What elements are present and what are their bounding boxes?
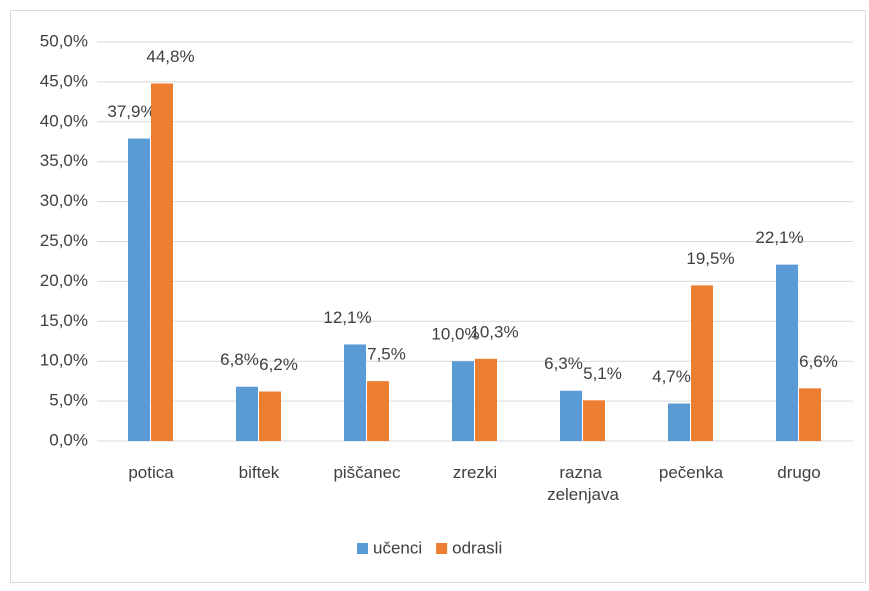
- x-tick-label: potica: [128, 463, 174, 482]
- value-label: 22,1%: [755, 228, 803, 247]
- value-label: 12,1%: [323, 308, 371, 327]
- x-tick-label-line: pečenka: [659, 463, 724, 482]
- value-label: 10,0%: [431, 325, 479, 344]
- y-tick-label: 15,0%: [40, 311, 88, 330]
- x-tick-label-line: biftek: [239, 463, 280, 482]
- legend-label: odrasli: [452, 538, 502, 557]
- x-tick-label: piščanec: [333, 463, 401, 482]
- bar: [560, 390, 582, 441]
- value-label: 44,8%: [146, 47, 194, 66]
- value-label: 10,3%: [470, 322, 518, 341]
- legend-swatch: [436, 543, 448, 554]
- bar: [691, 285, 713, 441]
- value-label: 37,9%: [107, 102, 155, 121]
- value-label: 6,8%: [220, 350, 259, 369]
- bar: [128, 138, 150, 442]
- value-label: 6,3%: [544, 354, 583, 373]
- y-tick-label: 45,0%: [40, 71, 88, 90]
- bar: [799, 388, 821, 441]
- value-label: 19,5%: [686, 249, 734, 268]
- y-tick-label: 30,0%: [40, 191, 88, 210]
- bar: [583, 400, 605, 441]
- y-tick-label: 40,0%: [40, 111, 88, 130]
- x-tick-label: biftek: [239, 463, 280, 482]
- y-tick-label: 0,0%: [49, 430, 88, 449]
- bar: [452, 361, 474, 441]
- bar: [475, 358, 497, 441]
- bar: [668, 403, 690, 441]
- y-tick-label: 35,0%: [40, 151, 88, 170]
- bar: [367, 381, 389, 441]
- value-label: 6,2%: [259, 355, 298, 374]
- x-tick-label: pečenka: [659, 463, 724, 482]
- bar: [151, 83, 173, 441]
- legend-label: učenci: [373, 538, 422, 557]
- x-tick-label-line: zrezki: [453, 463, 497, 482]
- y-tick-label: 5,0%: [49, 391, 88, 410]
- bar: [236, 386, 258, 441]
- x-tick-label-line: zelenjava: [547, 485, 619, 504]
- value-label: 5,1%: [583, 364, 622, 383]
- y-tick-label: 50,0%: [40, 31, 88, 50]
- x-tick-label: razna zelenjava: [547, 463, 619, 504]
- y-tick-label: 10,0%: [40, 351, 88, 370]
- y-tick-label: 20,0%: [40, 271, 88, 290]
- legend-swatch: [357, 543, 368, 554]
- value-label: 7,5%: [367, 345, 406, 364]
- y-tick-label: 25,0%: [40, 231, 88, 250]
- x-tick-label-line: potica: [128, 463, 174, 482]
- x-tick-label-line: drugo: [777, 463, 820, 482]
- value-label: 4,7%: [652, 367, 691, 386]
- bar: [344, 344, 366, 441]
- bar: [259, 391, 281, 441]
- x-tick-label: zrezki: [453, 463, 497, 482]
- bar: [776, 264, 798, 441]
- x-tick-label-line: razna: [559, 463, 606, 482]
- x-tick-label-line: piščanec: [333, 463, 401, 482]
- x-tick-label: drugo: [777, 463, 820, 482]
- value-label: 6,6%: [799, 352, 838, 371]
